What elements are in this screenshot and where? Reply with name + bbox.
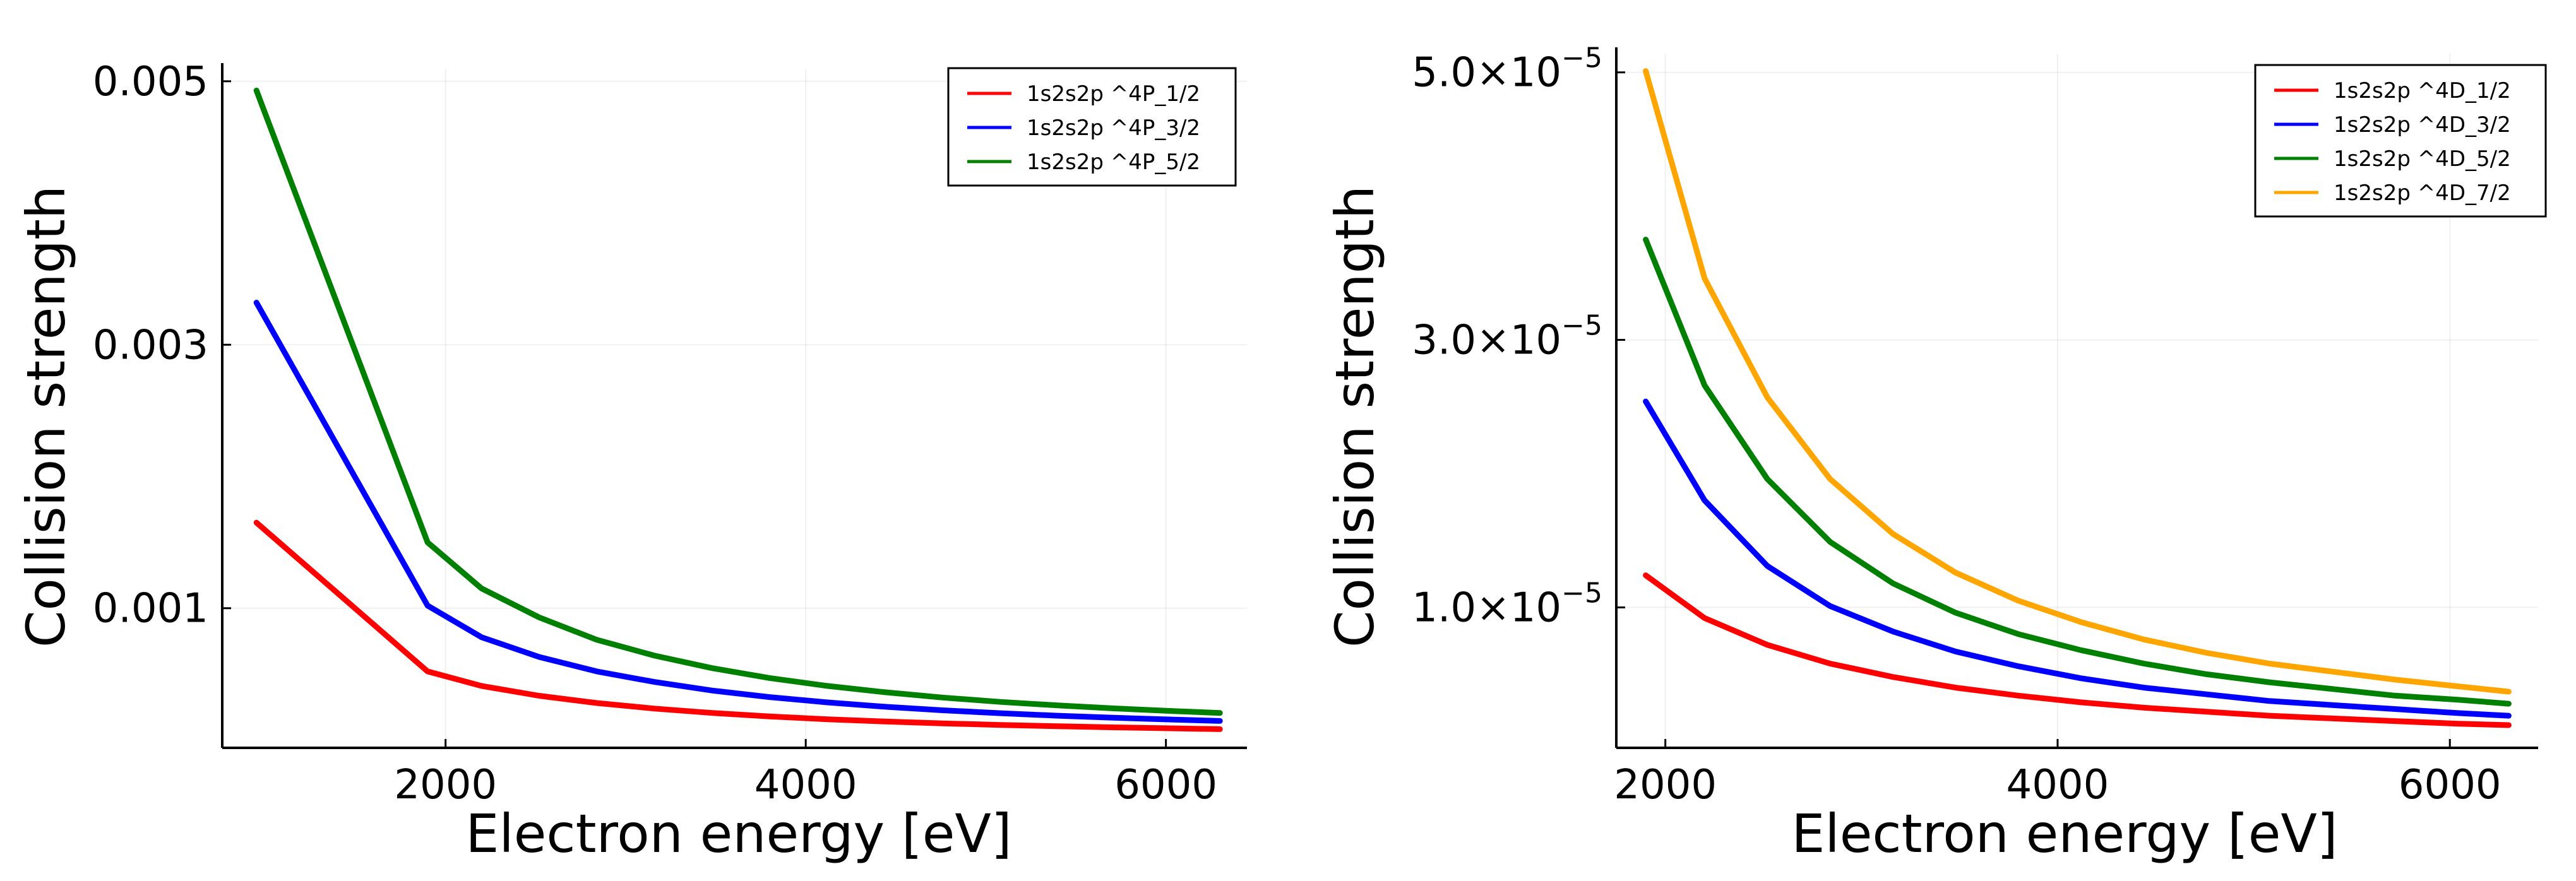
right-y-tick-label: 1.0×10−5 [1412,577,1602,631]
left-legend-label-2: 1s2s2p ^4P_3/2 [1027,115,1200,141]
left-x-tick-label: 4000 [754,762,857,808]
left-x-tick-label: 2000 [394,762,497,808]
left-x-tick-label: 6000 [1114,762,1217,808]
left-legend-label-1: 1s2s2p ^4P_1/2 [1027,81,1200,107]
right-y-tick-label: 5.0×10−5 [1412,42,1602,97]
left-y-tick-label: 0.001 [93,586,208,632]
right-legend-label-4: 1s2s2p ^4D_7/2 [2334,180,2511,206]
left-y-tick-label: 0.003 [93,322,208,369]
left-axes [221,63,1247,749]
right-ticks: 2000 4000 6000 1.0×10−5 3.0×10−5 5.0×10−5 [1412,42,2501,808]
right-panel: 2000 4000 6000 1.0×10−5 3.0×10−5 5.0×10−5 Ele… [1324,42,2547,865]
right-axes [1615,47,2538,749]
left-series-line-2 [253,300,1223,724]
right-y-tick-label: 3.0×10−5 [1412,310,1602,364]
left-y-axis-label: Collision strength [15,186,77,647]
left-x-axis-label: Electron energy [eV] [465,803,1011,865]
right-legend-label-2: 1s2s2p ^4D_3/2 [2334,112,2511,138]
left-series-line-3 [253,87,1223,716]
right-series [1643,68,2512,728]
right-x-tick-label: 2000 [1614,762,1717,808]
left-legend: 1s2s2p ^4P_1/2 1s2s2p ^4P_3/2 1s2s2p ^4P_5… [947,67,1237,187]
left-legend-label-3: 1s2s2p ^4P_5/2 [1027,150,1200,175]
right-legend-label-3: 1s2s2p ^4D_5/2 [2334,146,2511,172]
right-legend: 1s2s2p ^4D_1/2 1s2s2p ^4D_3/2 1s2s2p ^4D_5… [2254,64,2547,218]
right-x-tick-label: 6000 [2399,762,2501,808]
right-x-tick-label: 4000 [2006,762,2109,808]
left-ticks: 2000 4000 6000 0.001 0.003 0.005 [93,59,1217,808]
right-series-line-1 [1643,572,2512,728]
right-series-line-2 [1643,398,2512,719]
left-series [253,87,1223,732]
right-x-axis-label: Electron energy [eV] [1791,803,2337,865]
right-series-line-4 [1643,68,2512,695]
left-series-line-1 [253,519,1223,732]
left-y-tick-label: 0.005 [93,59,208,105]
right-y-axis-label: Collision strength [1324,186,1386,647]
right-series-line-3 [1643,237,2512,707]
left-panel: 2000 4000 6000 0.001 0.003 0.005 Electron ene… [15,59,1247,865]
right-legend-label-1: 1s2s2p ^4D_1/2 [2334,78,2511,103]
